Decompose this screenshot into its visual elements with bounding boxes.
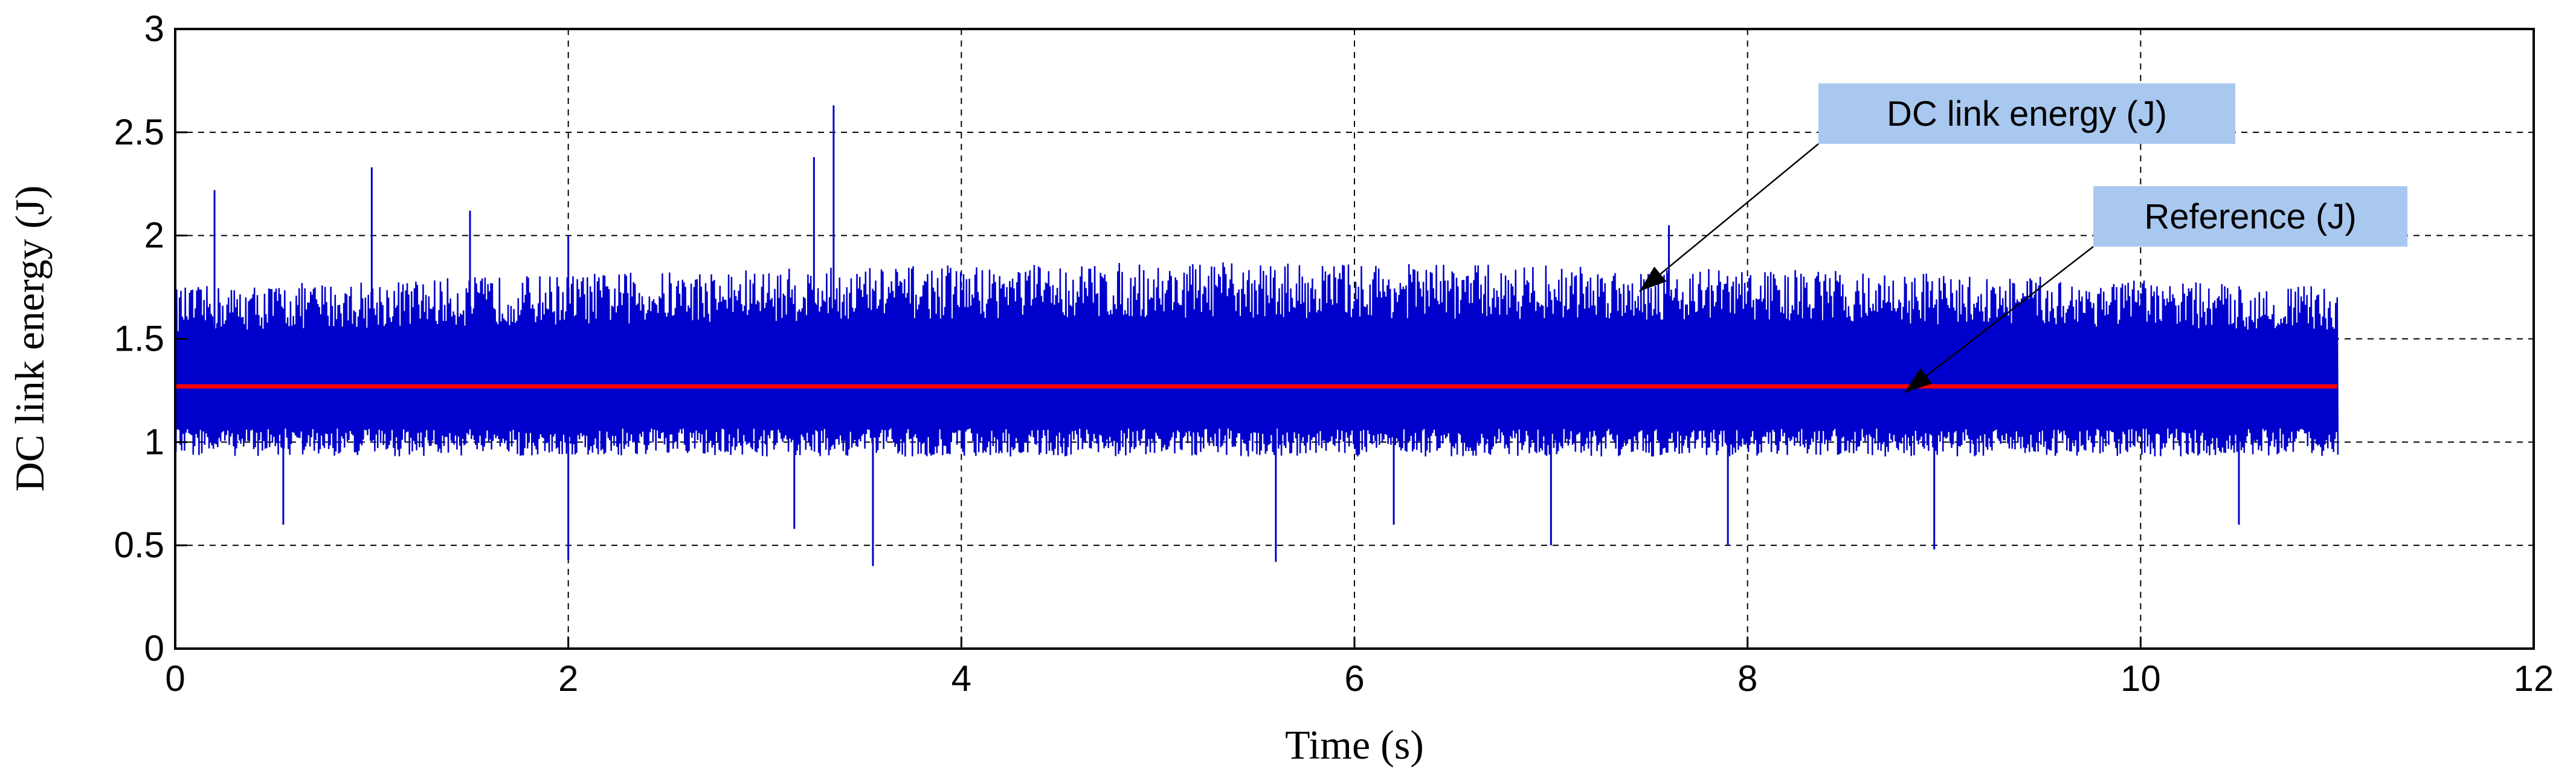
- y-tick-label: 0: [144, 628, 164, 669]
- y-axis-label: DC link energy (J): [7, 186, 53, 492]
- annotation-arrow: [1904, 246, 2094, 394]
- annotation-text: Reference (J): [2144, 197, 2356, 236]
- annotation-text: DC link energy (J): [1887, 94, 2167, 134]
- series-dc-link-energy: [174, 105, 2339, 566]
- y-tick-label: 2: [144, 215, 164, 256]
- annotations: DC link energy (J) Reference (J): [1638, 83, 2407, 394]
- x-tick-label: 6: [1344, 658, 1364, 699]
- x-tick-label: 12: [2514, 658, 2554, 699]
- annotation-box: [2093, 186, 2407, 247]
- annotation-box: [1818, 83, 2235, 144]
- x-tick-label: 8: [1737, 658, 1757, 699]
- annotation-arrowhead: [1639, 266, 1667, 291]
- y-tick-label: 0.5: [114, 525, 164, 565]
- x-tick-label: 2: [558, 658, 578, 699]
- annotation-energy: DC link energy (J): [1638, 83, 2235, 292]
- y-tick-label: 3: [144, 8, 164, 49]
- y-tick-label: 1: [144, 421, 164, 462]
- annotation-arrowhead: [1904, 368, 1933, 393]
- x-tick-label: 10: [2120, 658, 2161, 699]
- x-tick-label: 0: [165, 658, 185, 699]
- y-tick-label: 1.5: [114, 319, 164, 359]
- annotation-arrow: [1638, 143, 1819, 292]
- x-axis-label: Time (s): [1285, 722, 1424, 768]
- x-tick-label: 4: [952, 658, 971, 699]
- y-tick-label: 2.5: [114, 112, 164, 152]
- annotation-reference: Reference (J): [1904, 186, 2407, 394]
- tick-labels: 0 2 4 6 8 10 12 0 0.5 1 1.5 2 2.5 3: [114, 8, 2554, 699]
- energy-line: [174, 262, 2339, 457]
